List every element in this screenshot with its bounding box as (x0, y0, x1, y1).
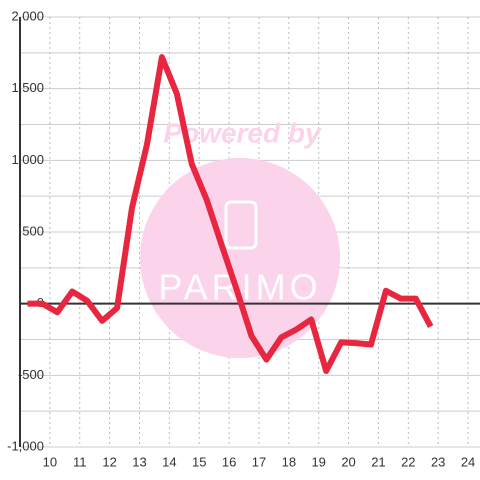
y-tick-label: 1,500 (11, 80, 44, 95)
x-tick-label: 14 (162, 454, 176, 469)
watermark-icon (224, 200, 258, 250)
y-tick-label: 2,000 (11, 8, 44, 23)
y-tick-label: 1,000 (11, 152, 44, 167)
x-tick-label: 13 (132, 454, 146, 469)
y-tick-label: -500 (18, 367, 44, 382)
x-tick-label: 12 (102, 454, 116, 469)
x-tick-label: 19 (311, 454, 325, 469)
x-tick-label: 20 (341, 454, 355, 469)
y-tick-label: 500 (22, 223, 44, 238)
watermark-circle (140, 158, 340, 358)
x-tick-label: 16 (222, 454, 236, 469)
x-tick-label: 11 (73, 454, 87, 469)
x-tick-label: 22 (401, 454, 415, 469)
x-tick-label: 23 (431, 454, 445, 469)
line-series (27, 54, 434, 375)
x-tick-label: 10 (43, 454, 57, 469)
x-tick-label: 15 (192, 454, 206, 469)
x-tick-label: 24 (461, 454, 475, 469)
x-tick-label: 17 (252, 454, 266, 469)
y-tick-label: -1,000 (7, 438, 44, 453)
x-tick-label: 21 (371, 454, 385, 469)
x-tick-label: 18 (282, 454, 296, 469)
